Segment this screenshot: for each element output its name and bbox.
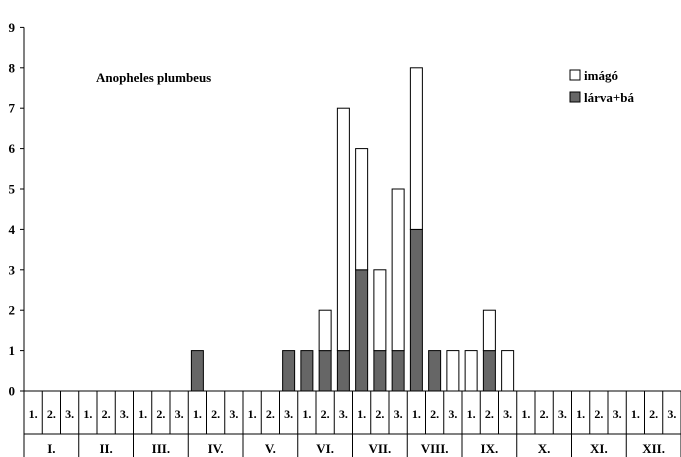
x-decade-label: 1. xyxy=(467,407,476,421)
x-decade-label: 1. xyxy=(193,407,202,421)
x-decade-label: 3. xyxy=(229,407,238,421)
x-decade-label: 3. xyxy=(284,407,293,421)
y-tick-label: 3 xyxy=(9,262,16,277)
x-month-label: III. xyxy=(152,441,170,456)
x-decade-label: 1. xyxy=(412,407,421,421)
bars xyxy=(190,67,515,392)
x-decade-label: 2. xyxy=(321,407,330,421)
x-month-label: XI. xyxy=(590,441,608,456)
y-tick-label: 8 xyxy=(9,60,16,75)
x-decade-label: 3. xyxy=(613,407,622,421)
x-decade-label: 2. xyxy=(47,407,56,421)
legend-label: imágó xyxy=(584,68,618,83)
x-decade-label: 2. xyxy=(266,407,275,421)
x-decade-label: 1. xyxy=(302,407,311,421)
bar-segment-larva xyxy=(190,350,204,392)
bar-segment-larva xyxy=(428,350,442,392)
legend-label: lárva+bá xyxy=(584,90,635,105)
bar-segment-larva xyxy=(355,269,369,392)
x-month-label: IX. xyxy=(481,441,499,456)
bar-segment-larva xyxy=(318,350,332,392)
x-decade-label: 2. xyxy=(375,407,384,421)
legend-swatch xyxy=(569,91,581,103)
x-decade-label: 3. xyxy=(65,407,74,421)
y-tick-label: 2 xyxy=(9,303,16,318)
bar-segment-imago xyxy=(482,309,496,352)
x-decade-label: 3. xyxy=(558,407,567,421)
x-decade-label: 1. xyxy=(138,407,147,421)
x-decade-label: 3. xyxy=(175,407,184,421)
bar-segment-imago xyxy=(336,107,350,352)
x-decade-label: 3. xyxy=(120,407,129,421)
y-tick-label: 1 xyxy=(9,343,16,358)
bar-segment-imago xyxy=(464,350,478,392)
bar-segment-larva xyxy=(482,350,496,392)
bar-segment-larva xyxy=(373,350,387,392)
x-decade-label: 1. xyxy=(83,407,92,421)
bar-segment-imago xyxy=(373,269,387,352)
x-month-label: VI. xyxy=(316,441,334,456)
x-month-label: XII. xyxy=(642,441,665,456)
x-decade-label: 1. xyxy=(248,407,257,421)
y-tick-label: 4 xyxy=(9,222,16,237)
x-axis: 1. 2. 3. 1. 2. 3. 1. 2. 3. 1. 2. 3. 1. 2. 3. 1. 2. 3. 1. 2.… xyxy=(23,390,681,457)
x-decade-label: 2. xyxy=(430,407,439,421)
x-decade-label: 3. xyxy=(394,407,403,421)
x-month-label: X. xyxy=(538,441,551,456)
bar-segment-larva xyxy=(391,350,405,392)
bar-segment-imago xyxy=(501,350,515,392)
x-decade-label: 2. xyxy=(156,407,165,421)
x-decade-label: 1. xyxy=(357,407,366,421)
y-axis: 0 1 2 3 4 5 6 7 8 9 xyxy=(9,20,25,399)
x-decade-label: 2. xyxy=(211,407,220,421)
x-month-label: IV. xyxy=(208,441,224,456)
y-tick-label: 7 xyxy=(9,101,16,116)
x-decade-label: 2. xyxy=(649,407,658,421)
bar-segment-imago xyxy=(409,67,423,230)
bar-segment-larva xyxy=(282,350,296,392)
y-tick-label: 5 xyxy=(9,182,16,197)
y-tick-label: 9 xyxy=(9,20,16,35)
bar-segment-imago xyxy=(318,309,332,352)
legend-swatch xyxy=(569,69,581,81)
x-decade-label: 1. xyxy=(631,407,640,421)
bar-segment-imago xyxy=(391,188,405,352)
x-month-label: II. xyxy=(99,441,112,456)
x-decade-label: 2. xyxy=(485,407,494,421)
x-decade-label: 3. xyxy=(339,407,348,421)
x-decade-label: 2. xyxy=(594,407,603,421)
bar-segment-imago xyxy=(446,350,460,392)
x-month-label: V. xyxy=(265,441,276,456)
x-decade-label: 3. xyxy=(503,407,512,421)
x-decade-label: 1. xyxy=(576,407,585,421)
x-month-label: VIII. xyxy=(421,441,449,456)
x-month-label: VII. xyxy=(368,441,391,456)
x-month-label: I. xyxy=(47,441,55,456)
x-decade-label: 1. xyxy=(521,407,530,421)
bar-segment-larva xyxy=(409,228,423,392)
y-tick-label: 6 xyxy=(9,141,16,156)
bar-segment-imago xyxy=(355,148,369,271)
x-decade-label: 3. xyxy=(667,407,676,421)
bar-segment-larva xyxy=(336,350,350,392)
bar-segment-larva xyxy=(300,350,314,392)
y-tick-label: 0 xyxy=(9,384,16,399)
x-decade-label: 2. xyxy=(540,407,549,421)
x-decade-label: 1. xyxy=(29,407,38,421)
chart-title: Anopheles plumbeus xyxy=(96,70,211,85)
x-decade-label: 3. xyxy=(448,407,457,421)
x-decade-label: 2. xyxy=(102,407,111,421)
legend: imágó lárva+bá xyxy=(569,68,635,105)
